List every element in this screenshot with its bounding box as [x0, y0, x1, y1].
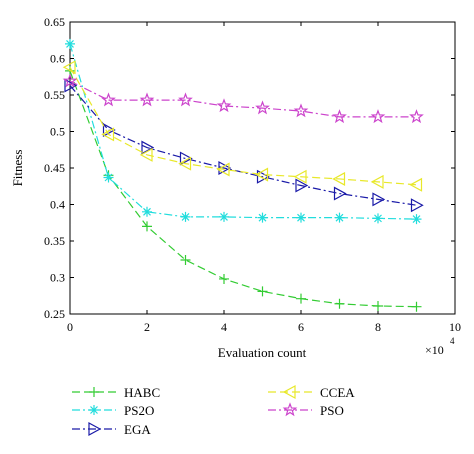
- legend-entry-ega: EGA: [72, 421, 151, 437]
- y-tick-label: 0.5: [50, 125, 65, 139]
- data-point: [65, 38, 75, 49]
- legend-marker: [89, 405, 99, 415]
- data-point: [411, 301, 422, 312]
- data-point: [139, 92, 155, 107]
- legend-label: EGA: [124, 422, 151, 437]
- data-point: [293, 169, 307, 184]
- series-line: [69, 70, 417, 308]
- data-point: [409, 109, 424, 124]
- data-point: [334, 212, 345, 223]
- x-axis-label: Evaluation count: [218, 345, 307, 360]
- data-point: [257, 212, 268, 223]
- data-point: [255, 167, 269, 182]
- data-point: [216, 98, 232, 113]
- legend-entry-ps2o: PS2O: [72, 403, 154, 418]
- series-layer: [62, 38, 424, 312]
- series-line: [69, 80, 417, 118]
- x-tick-label: 0: [67, 320, 73, 334]
- data-point: [333, 186, 347, 201]
- data-point: [295, 178, 309, 193]
- x-multiplier-exponent: 4: [450, 336, 455, 346]
- data-point: [179, 151, 193, 166]
- legend-entry-pso: PSO: [268, 402, 344, 418]
- data-point: [218, 160, 232, 176]
- data-point: [255, 100, 270, 115]
- data-point: [370, 174, 384, 189]
- axis-ticks: 0.25 0.3 0.35 0.4 0.45 0.5 0.55 0.6 0.65 0 2 4 6 8 10: [44, 15, 461, 334]
- data-point: [257, 286, 268, 297]
- data-point: [219, 211, 229, 222]
- legend-label: HABC: [124, 385, 160, 400]
- data-point: [62, 60, 76, 75]
- legend-label: PS2O: [124, 403, 154, 418]
- data-point: [178, 92, 193, 107]
- data-point: [141, 140, 155, 155]
- data-point: [370, 109, 386, 124]
- data-point: [296, 212, 306, 223]
- data-point: [256, 169, 270, 184]
- x-multiplier-base: ×10: [425, 343, 444, 357]
- series-ccea: [62, 60, 423, 192]
- data-point: [332, 109, 347, 124]
- data-point: [101, 92, 116, 107]
- plot-area: [69, 21, 456, 315]
- data-point: [101, 127, 115, 142]
- legend-marker: [282, 384, 296, 400]
- series-ps2o: [65, 38, 422, 225]
- x-tick-label: 2: [144, 320, 150, 334]
- data-point: [293, 103, 309, 118]
- data-point: [334, 298, 345, 309]
- series-pso: [62, 73, 424, 124]
- x-tick-label: 4: [221, 320, 227, 334]
- series-ega: [64, 78, 424, 213]
- data-point: [180, 254, 191, 265]
- data-point: [64, 78, 78, 93]
- series-line: [69, 85, 417, 206]
- data-point: [219, 273, 229, 284]
- y-tick-label: 0.45: [44, 161, 65, 175]
- series-line: [69, 43, 417, 220]
- data-point: [372, 192, 386, 207]
- y-axis-label: Fitness: [10, 150, 25, 187]
- x-tick-label: 8: [375, 320, 381, 334]
- data-point: [332, 171, 346, 186]
- data-point: [178, 156, 192, 171]
- legend-entry-ccea: CCEA: [268, 384, 355, 400]
- y-tick-label: 0.25: [44, 307, 65, 321]
- legend-marker: [282, 402, 298, 417]
- data-point: [142, 221, 152, 232]
- y-tick-label: 0.6: [50, 52, 65, 66]
- data-point: [411, 214, 422, 225]
- y-tick-label: 0.55: [44, 88, 65, 102]
- x-axis-multiplier: ×10 4: [425, 336, 455, 357]
- data-point: [62, 73, 78, 88]
- data-point: [410, 198, 424, 213]
- data-point: [103, 172, 114, 183]
- x-tick-label: 6: [298, 320, 304, 334]
- y-tick-label: 0.35: [44, 234, 65, 248]
- legend-label: CCEA: [320, 385, 355, 400]
- y-tick-label: 0.3: [50, 271, 65, 285]
- y-tick-label: 0.65: [44, 15, 65, 29]
- legend-label: PSO: [320, 403, 344, 418]
- data-point: [409, 177, 423, 192]
- series-line: [69, 66, 417, 186]
- legend-marker: [88, 421, 102, 437]
- data-point: [373, 213, 383, 224]
- legend: HABC PS2O EGA CCEA PSO: [72, 384, 355, 437]
- data-point: [296, 293, 306, 304]
- data-point: [373, 300, 383, 311]
- data-point: [102, 123, 116, 138]
- data-point: [216, 162, 230, 177]
- y-tick-label: 0.4: [50, 198, 65, 212]
- data-point: [180, 211, 191, 222]
- data-point: [139, 147, 153, 162]
- legend-marker: [89, 387, 99, 397]
- x-tick-label: 10: [449, 320, 461, 334]
- legend-entry-habc: HABC: [72, 385, 160, 400]
- data-point: [142, 206, 152, 217]
